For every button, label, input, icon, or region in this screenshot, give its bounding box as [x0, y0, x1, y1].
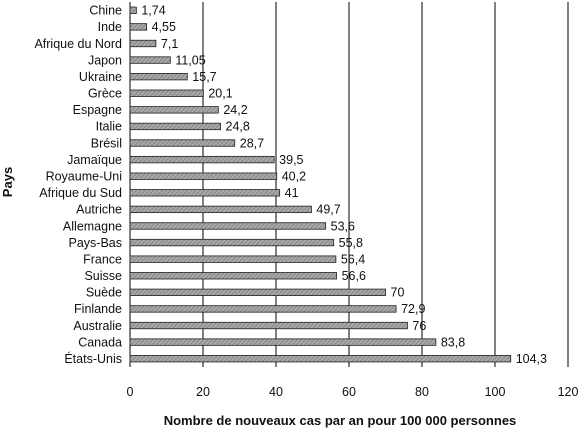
bar — [129, 338, 437, 346]
data-label: 40,2 — [282, 170, 306, 184]
bar — [129, 155, 275, 164]
bar — [129, 122, 221, 131]
category-label: Pays-Bas — [69, 236, 123, 250]
bar — [129, 6, 137, 14]
bar — [129, 222, 327, 230]
data-label: 15,7 — [192, 70, 216, 84]
category-label: Suède — [86, 286, 122, 300]
x-axis-title: Nombre de nouveaux cas par an pour 100 0… — [164, 413, 517, 428]
bar — [129, 106, 219, 114]
data-label: 53,6 — [331, 219, 355, 233]
data-label: 72,9 — [401, 302, 425, 316]
x-tick-label: 120 — [558, 385, 579, 399]
bar — [129, 23, 148, 31]
y-axis-title: Pays — [0, 167, 15, 197]
x-tick-label: 100 — [485, 385, 506, 399]
data-label: 56,4 — [341, 252, 365, 266]
data-label: 76 — [412, 319, 426, 333]
data-label: 20,1 — [208, 87, 232, 101]
x-tick-label: 20 — [196, 385, 210, 399]
bar — [129, 288, 386, 296]
data-label: 70 — [391, 286, 405, 300]
category-label: Suisse — [84, 269, 122, 283]
x-tick-label: 80 — [415, 385, 429, 399]
category-label: Afrique du Sud — [39, 186, 122, 200]
data-label: 104,3 — [516, 352, 547, 366]
value-labels: 1,74 4,55 7,1 11,05 15,7 20,1 24,2 24,8 28,7 39,5… — [141, 4, 547, 366]
category-label: Autriche — [76, 203, 122, 217]
data-label: 55,8 — [339, 236, 363, 250]
bar — [129, 189, 281, 197]
data-label: 28,7 — [240, 136, 264, 150]
category-label: Brésil — [91, 136, 122, 150]
category-label: Canada — [78, 335, 122, 349]
bar — [129, 172, 278, 180]
category-label: Finlande — [74, 302, 122, 316]
data-label: 7,1 — [161, 37, 178, 51]
bar — [129, 89, 204, 97]
bar — [129, 355, 512, 363]
category-label: Afrique du Nord — [34, 37, 122, 51]
bar — [129, 73, 188, 81]
x-tick-label: 60 — [342, 385, 356, 399]
x-tick-label: 0 — [127, 385, 134, 399]
data-label: 56,6 — [342, 269, 366, 283]
data-label: 11,05 — [175, 53, 205, 67]
data-label: 4,55 — [152, 20, 176, 34]
data-label: 24,8 — [226, 120, 250, 134]
category-label: Ukraine — [79, 70, 122, 84]
category-label: France — [83, 252, 122, 266]
bar — [129, 238, 335, 247]
bar — [129, 39, 157, 48]
category-label: Royaume-Uni — [46, 170, 122, 184]
data-label: 49,7 — [316, 203, 340, 217]
grid-lines — [129, 2, 569, 367]
category-label: Espagne — [73, 103, 122, 117]
category-label: Inde — [98, 20, 122, 34]
category-label: Grèce — [88, 87, 122, 101]
data-label: 39,5 — [279, 153, 303, 167]
bar — [129, 255, 337, 263]
bar — [129, 139, 236, 147]
bar — [129, 205, 312, 214]
category-label: Italie — [96, 120, 122, 134]
category-labels: Chine Inde Afrique du Nord Japon Ukraine Grèc… — [34, 4, 122, 366]
category-label: États-Unis — [64, 351, 122, 366]
x-tick-label: 40 — [269, 385, 283, 399]
data-label: 83,8 — [441, 335, 465, 349]
bars — [129, 6, 512, 363]
category-label: Japon — [88, 53, 122, 67]
data-label: 1,74 — [141, 4, 165, 18]
bar — [129, 305, 397, 313]
data-label: 41 — [285, 186, 299, 200]
category-label: Allemagne — [63, 219, 122, 233]
bar — [129, 272, 337, 280]
category-label: Chine — [89, 4, 122, 18]
category-label: Jamaïque — [67, 153, 122, 167]
category-label: Australie — [73, 319, 122, 333]
data-label: 24,2 — [223, 103, 247, 117]
bar — [129, 56, 171, 64]
bar — [129, 321, 408, 330]
x-tick-labels: 0 20 40 60 80 100 120 — [127, 385, 579, 399]
